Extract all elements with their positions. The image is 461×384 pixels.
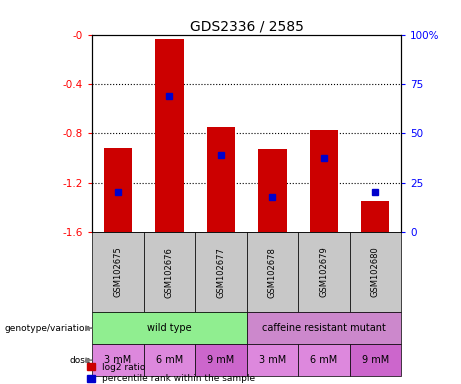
Text: 3 mM: 3 mM bbox=[104, 355, 131, 365]
Text: wild type: wild type bbox=[147, 323, 192, 333]
Bar bbox=[310, 129, 338, 232]
Text: GSM102679: GSM102679 bbox=[319, 247, 328, 298]
Bar bbox=[298, 232, 349, 312]
Text: GSM102676: GSM102676 bbox=[165, 247, 174, 298]
Bar bbox=[92, 312, 247, 344]
Text: 6 mM: 6 mM bbox=[310, 355, 337, 365]
Bar bbox=[258, 149, 287, 232]
Text: 3 mM: 3 mM bbox=[259, 355, 286, 365]
Text: GSM102677: GSM102677 bbox=[216, 247, 225, 298]
Bar bbox=[247, 344, 298, 376]
Bar bbox=[144, 344, 195, 376]
Text: dose: dose bbox=[70, 356, 91, 365]
Bar bbox=[144, 232, 195, 312]
Text: GSM102680: GSM102680 bbox=[371, 247, 380, 298]
Bar bbox=[247, 232, 298, 312]
Bar bbox=[298, 344, 349, 376]
Bar bbox=[92, 344, 144, 376]
Bar bbox=[195, 344, 247, 376]
Text: caffeine resistant mutant: caffeine resistant mutant bbox=[262, 323, 386, 333]
Text: 9 mM: 9 mM bbox=[362, 355, 389, 365]
Text: 6 mM: 6 mM bbox=[156, 355, 183, 365]
Text: genotype/variation: genotype/variation bbox=[5, 324, 91, 333]
Legend: log2 ratio, percentile rank within the sample: log2 ratio, percentile rank within the s… bbox=[88, 362, 255, 383]
Text: 9 mM: 9 mM bbox=[207, 355, 235, 365]
Bar bbox=[349, 232, 401, 312]
Bar bbox=[349, 344, 401, 376]
Bar bbox=[104, 148, 132, 232]
Bar bbox=[155, 40, 183, 232]
Text: GSM102678: GSM102678 bbox=[268, 247, 277, 298]
Title: GDS2336 / 2585: GDS2336 / 2585 bbox=[189, 20, 304, 33]
Text: GSM102675: GSM102675 bbox=[113, 247, 123, 298]
Bar bbox=[361, 201, 390, 232]
Bar bbox=[92, 232, 144, 312]
Bar bbox=[247, 312, 401, 344]
Bar bbox=[195, 232, 247, 312]
Bar bbox=[207, 127, 235, 232]
